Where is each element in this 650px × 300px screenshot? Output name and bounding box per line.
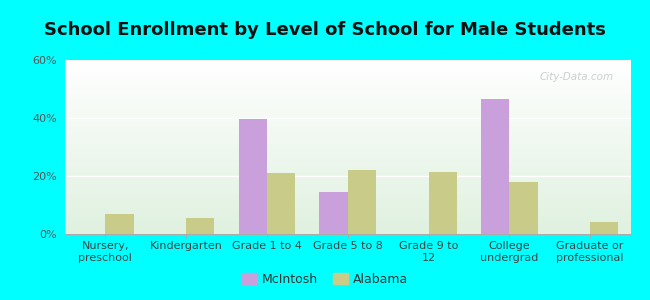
Bar	[428, 172, 457, 234]
Text: School Enrollment by Level of School for Male Students: School Enrollment by Level of School for…	[44, 21, 606, 39]
Bar	[481, 99, 510, 234]
Bar	[320, 192, 348, 234]
Bar	[186, 218, 214, 234]
Bar	[267, 173, 295, 234]
Bar	[348, 170, 376, 234]
Bar	[510, 182, 538, 234]
Bar	[590, 222, 618, 234]
Bar	[105, 214, 134, 234]
Legend: McIntosh, Alabama: McIntosh, Alabama	[237, 268, 413, 291]
Text: City-Data.com: City-Data.com	[540, 72, 614, 82]
Bar	[239, 119, 267, 234]
